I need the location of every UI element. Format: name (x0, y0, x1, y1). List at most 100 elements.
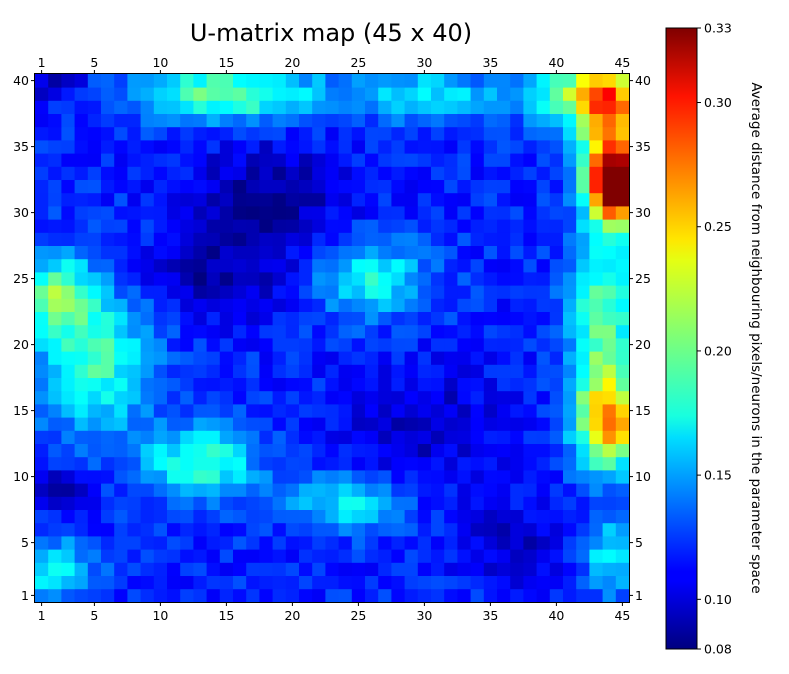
heatmap-cell (351, 87, 366, 101)
heatmap-cell (259, 338, 273, 352)
heatmap-cell (246, 443, 260, 458)
heatmap-cell (365, 417, 379, 431)
heatmap-cell (563, 179, 577, 194)
heatmap-cell (404, 417, 419, 431)
heatmap-cell (589, 74, 603, 88)
heatmap-cell (233, 549, 247, 563)
heatmap-cell (602, 245, 617, 260)
heatmap-cell (615, 219, 630, 233)
heatmap-cell (35, 179, 49, 194)
heatmap-cell (101, 588, 115, 603)
heatmap-cell (285, 258, 300, 273)
heatmap-cell (101, 166, 115, 180)
heatmap-cell (325, 206, 339, 220)
heatmap-cell (259, 272, 273, 286)
heatmap-cell (523, 219, 537, 233)
heatmap-cell (259, 588, 273, 603)
heatmap-cell (61, 179, 75, 194)
heatmap-cell (35, 140, 49, 154)
heatmap-cell (272, 390, 287, 405)
heatmap-cell (48, 509, 62, 524)
y-tick-label: 20 (635, 337, 651, 352)
heatmap-cell (140, 87, 155, 101)
heatmap-cell (589, 311, 603, 326)
heatmap-cell (180, 443, 194, 458)
heatmap-cell (470, 509, 485, 524)
heatmap-cell (285, 298, 300, 312)
heatmap-cell (457, 470, 471, 484)
heatmap-cell (351, 245, 366, 260)
heatmap-cell (48, 232, 62, 246)
heatmap-cell (444, 140, 458, 154)
heatmap-cell (589, 338, 603, 352)
heatmap-cell (127, 443, 141, 458)
heatmap-cell (444, 456, 458, 471)
heatmap-cell (497, 351, 511, 365)
heatmap-cell (285, 483, 300, 497)
heatmap-cell (404, 272, 419, 286)
heatmap-cell (563, 456, 577, 471)
heatmap-cell (497, 113, 511, 128)
heatmap-cell (549, 192, 564, 207)
heatmap-cell (74, 100, 89, 114)
heatmap-cell (523, 483, 537, 497)
heatmap-cell (391, 219, 405, 233)
heatmap-cell (219, 588, 234, 603)
heatmap-cell (589, 470, 603, 484)
heatmap-cell (48, 87, 62, 101)
heatmap-cell (153, 311, 168, 326)
heatmap-cell (48, 140, 62, 154)
heatmap-cell (536, 549, 551, 563)
heatmap-cell (444, 87, 458, 101)
heatmap-cell (259, 456, 273, 471)
heatmap-cell (576, 311, 590, 326)
heatmap-cell (378, 219, 392, 233)
heatmap-cell (404, 588, 419, 603)
heatmap-cell (193, 404, 207, 418)
heatmap-cell (549, 324, 564, 339)
heatmap-cell (246, 390, 260, 405)
heatmap-cell (417, 509, 432, 524)
heatmap-cell (483, 272, 498, 286)
heatmap-cell (87, 562, 102, 576)
heatmap-cell (206, 588, 221, 603)
heatmap-cell (259, 562, 273, 576)
heatmap-cell (470, 219, 485, 233)
heatmap-cell (74, 456, 89, 471)
heatmap-cell (272, 140, 287, 154)
heatmap-cell (576, 258, 590, 273)
heatmap-cell (61, 338, 75, 352)
y-tick-label: 40 (13, 73, 29, 88)
heatmap-cell (325, 496, 339, 510)
heatmap-cell (563, 390, 577, 405)
heatmap-cell (246, 522, 260, 537)
heatmap-cell (48, 74, 62, 88)
heatmap-cell (167, 483, 181, 497)
heatmap-cell (431, 575, 445, 590)
heatmap-cell (312, 509, 326, 524)
heatmap-cell (312, 404, 326, 418)
heatmap-cell (259, 100, 273, 114)
heatmap-cell (576, 166, 590, 180)
heatmap-cell (272, 153, 287, 167)
heatmap-cell (206, 285, 221, 299)
heatmap-cell (299, 126, 313, 141)
heatmap-cell (457, 575, 471, 590)
heatmap-cell (563, 536, 577, 550)
heatmap-cell (180, 377, 194, 392)
heatmap-cell (233, 87, 247, 101)
heatmap-cell (233, 522, 247, 537)
heatmap-cell (563, 338, 577, 352)
heatmap-cell (140, 470, 155, 484)
heatmap-cell (431, 179, 445, 194)
heatmap-cell (233, 166, 247, 180)
heatmap-cell (246, 219, 260, 233)
heatmap-cell (510, 404, 524, 418)
heatmap-cell (285, 364, 300, 378)
heatmap-cell (219, 272, 234, 286)
heatmap-cell (180, 285, 194, 299)
heatmap-cell (101, 351, 115, 365)
heatmap-cell (510, 232, 524, 246)
heatmap-cell (153, 430, 168, 444)
heatmap-cell (497, 575, 511, 590)
